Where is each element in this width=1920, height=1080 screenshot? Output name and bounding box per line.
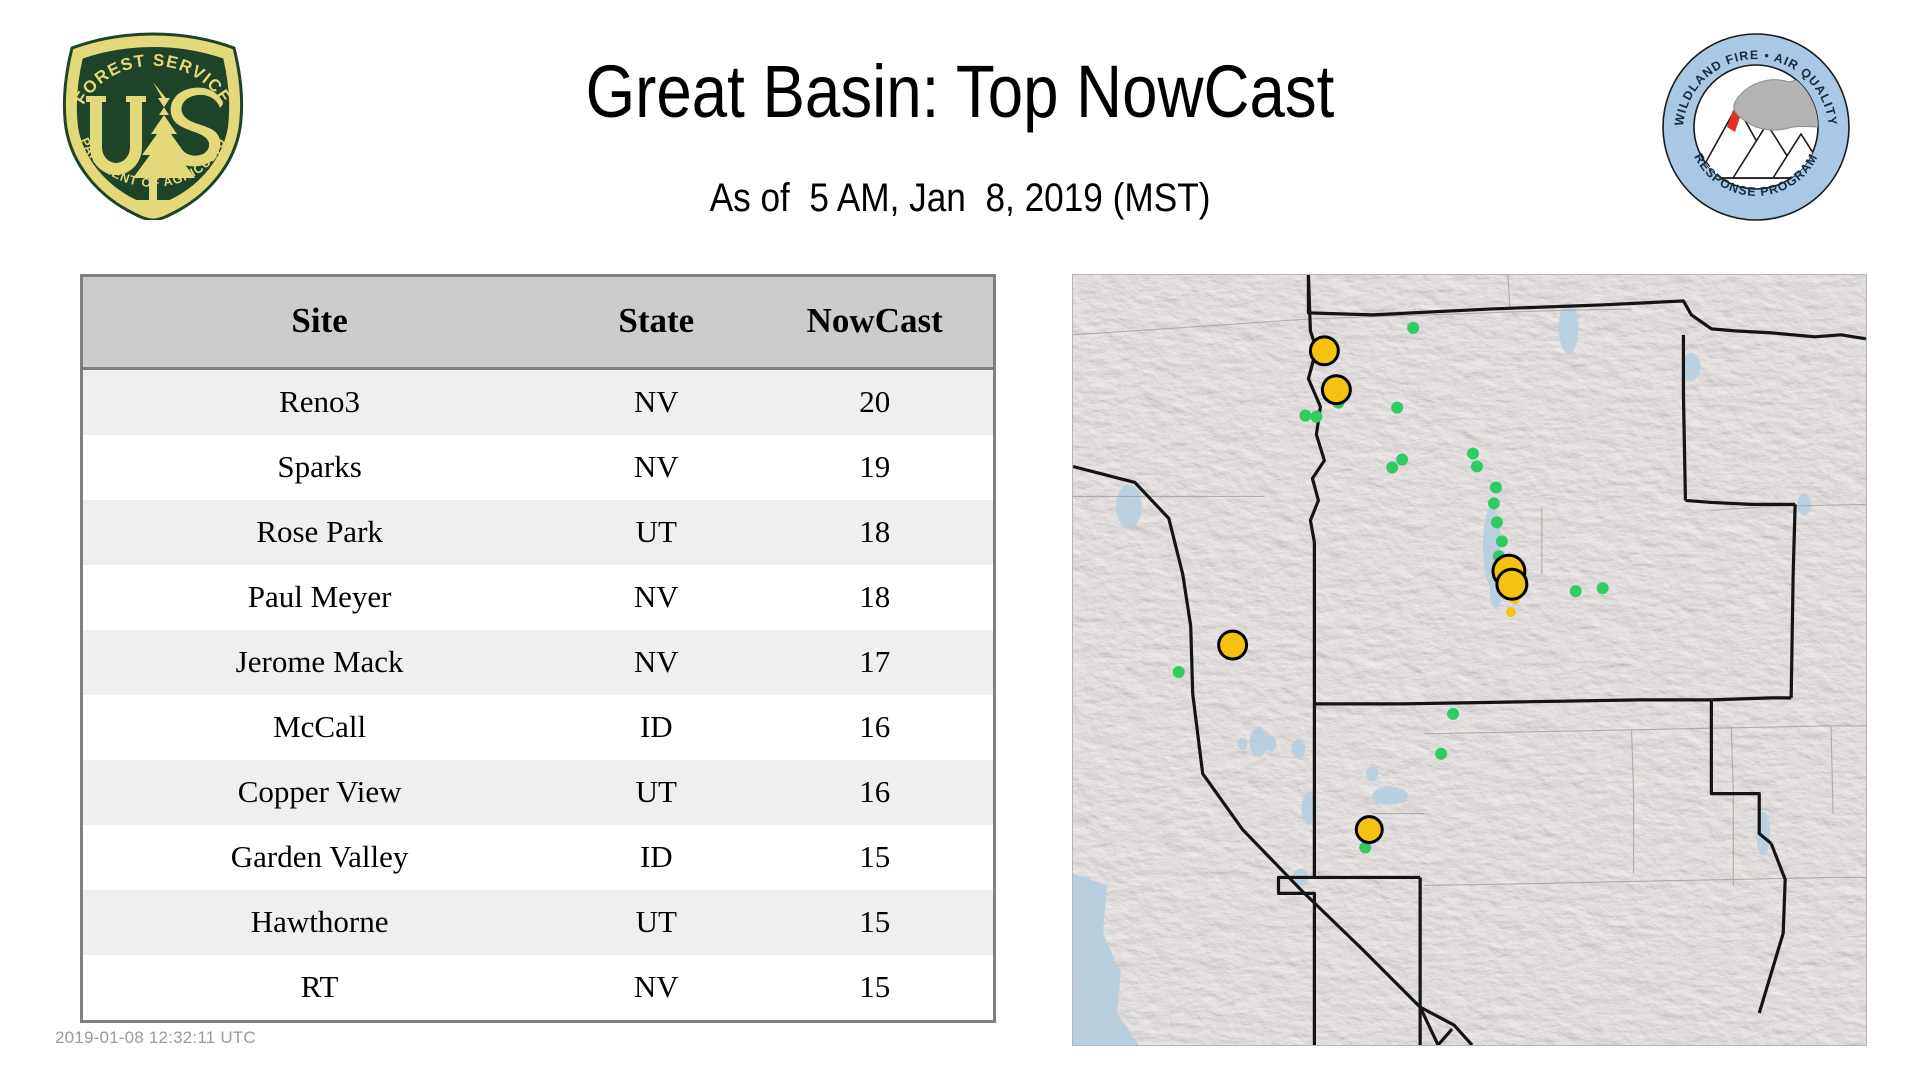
column-header-site[interactable]: Site bbox=[83, 277, 557, 370]
state-boundaries bbox=[1073, 275, 1866, 1045]
cell-state: NV bbox=[556, 955, 757, 1020]
cell-state: NV bbox=[556, 368, 757, 435]
marker-good[interactable] bbox=[1299, 409, 1312, 422]
map-basemap bbox=[1073, 275, 1866, 1045]
table-row[interactable]: Rose Park UT 18 bbox=[83, 500, 993, 565]
cell-site: Copper View bbox=[83, 760, 557, 825]
table-row[interactable]: Jerome Mack NV 17 bbox=[83, 630, 993, 695]
marker-good[interactable] bbox=[1447, 707, 1460, 720]
cell-site: Jerome Mack bbox=[83, 630, 557, 695]
cell-nowcast: 19 bbox=[756, 435, 993, 500]
marker-good[interactable] bbox=[1172, 665, 1185, 678]
cell-state: NV bbox=[556, 630, 757, 695]
cell-nowcast: 15 bbox=[756, 955, 993, 1020]
marker-good[interactable] bbox=[1391, 401, 1404, 414]
cell-state: NV bbox=[556, 565, 757, 630]
cell-state: ID bbox=[556, 825, 757, 890]
marker-moderate-group[interactable] bbox=[1217, 335, 1529, 845]
marker-moderate[interactable] bbox=[1495, 567, 1529, 601]
column-header-nowcast[interactable]: NowCast bbox=[756, 277, 993, 370]
marker-moderate[interactable] bbox=[1308, 335, 1340, 367]
marker-good[interactable] bbox=[1489, 481, 1502, 494]
table-row[interactable]: Paul Meyer NV 18 bbox=[83, 565, 993, 630]
cell-site: Rose Park bbox=[83, 500, 557, 565]
table-header-row: Site State NowCast bbox=[83, 277, 993, 370]
cell-nowcast: 18 bbox=[756, 500, 993, 565]
map-markers bbox=[1172, 321, 1609, 854]
table-row[interactable]: Copper View UT 16 bbox=[83, 760, 993, 825]
cell-state: ID bbox=[556, 695, 757, 760]
wildland-fire-air-quality-logo: WILDLAND FIRE • AIR QUALITY RESPONSE PRO… bbox=[1661, 32, 1851, 222]
cell-site: RT bbox=[83, 955, 557, 1020]
table-row[interactable]: RT NV 15 bbox=[83, 955, 993, 1020]
pacific-ocean bbox=[1073, 873, 1139, 1045]
table-row[interactable]: Reno3 NV 20 bbox=[83, 368, 993, 435]
cell-nowcast: 18 bbox=[756, 565, 993, 630]
marker-good[interactable] bbox=[1359, 841, 1372, 854]
table-row[interactable]: Hawthorne UT 15 bbox=[83, 890, 993, 955]
marker-moderate[interactable] bbox=[1354, 815, 1384, 845]
usda-forest-service-shield-logo: FOREST SERVICE DEPARTMENT OF AGRICULTURE bbox=[48, 30, 258, 220]
cell-site: McCall bbox=[83, 695, 557, 760]
cell-state: UT bbox=[556, 890, 757, 955]
marker-good[interactable] bbox=[1435, 747, 1448, 760]
county-boundaries bbox=[1073, 275, 1866, 886]
map-svg bbox=[1073, 275, 1866, 1045]
marker-good[interactable] bbox=[1487, 497, 1500, 510]
column-header-state[interactable]: State bbox=[556, 277, 757, 370]
marker-moderate[interactable] bbox=[1217, 629, 1249, 661]
marker-good[interactable] bbox=[1386, 461, 1399, 474]
marker-good[interactable] bbox=[1467, 447, 1479, 460]
marker-good[interactable] bbox=[1490, 516, 1503, 529]
cell-state: UT bbox=[556, 760, 757, 825]
marker-good[interactable] bbox=[1495, 535, 1508, 548]
nowcast-table: Site State NowCast Reno3 NV 20 Sparks NV… bbox=[83, 277, 993, 1020]
cell-nowcast: 15 bbox=[756, 890, 993, 955]
cell-nowcast: 16 bbox=[756, 695, 993, 760]
marker-good[interactable] bbox=[1470, 460, 1483, 473]
cell-nowcast: 17 bbox=[756, 630, 993, 695]
cell-site: Hawthorne bbox=[83, 890, 557, 955]
lakes bbox=[1115, 301, 1812, 887]
cell-site: Reno3 bbox=[83, 368, 557, 435]
cell-nowcast: 15 bbox=[756, 825, 993, 890]
nowcast-table-container: Site State NowCast Reno3 NV 20 Sparks NV… bbox=[80, 274, 996, 1023]
page-title: Great Basin: Top NowCast bbox=[585, 50, 1335, 133]
cell-state: UT bbox=[556, 500, 757, 565]
cell-site: Paul Meyer bbox=[83, 565, 557, 630]
generated-timestamp: 2019-01-08 12:32:11 UTC bbox=[55, 1028, 256, 1047]
table-row[interactable]: Sparks NV 19 bbox=[83, 435, 993, 500]
cell-nowcast: 20 bbox=[756, 368, 993, 435]
table-row[interactable]: Garden Valley ID 15 bbox=[83, 825, 993, 890]
cell-site: Sparks bbox=[83, 435, 557, 500]
cell-nowcast: 16 bbox=[756, 760, 993, 825]
marker-moderate-small[interactable] bbox=[1505, 607, 1516, 618]
cell-site: Garden Valley bbox=[83, 825, 557, 890]
page-subtitle: As of 5 AM, Jan 8, 2019 (MST) bbox=[709, 176, 1211, 220]
marker-moderate[interactable] bbox=[1320, 374, 1352, 406]
cell-state: NV bbox=[556, 435, 757, 500]
great-basin-monitor-map[interactable] bbox=[1072, 274, 1867, 1046]
marker-good[interactable] bbox=[1569, 585, 1582, 598]
marker-good[interactable] bbox=[1310, 410, 1323, 423]
marker-good[interactable] bbox=[1596, 582, 1609, 595]
table-row[interactable]: McCall ID 16 bbox=[83, 695, 993, 760]
marker-good[interactable] bbox=[1407, 321, 1420, 334]
marker-good[interactable] bbox=[1396, 453, 1409, 466]
